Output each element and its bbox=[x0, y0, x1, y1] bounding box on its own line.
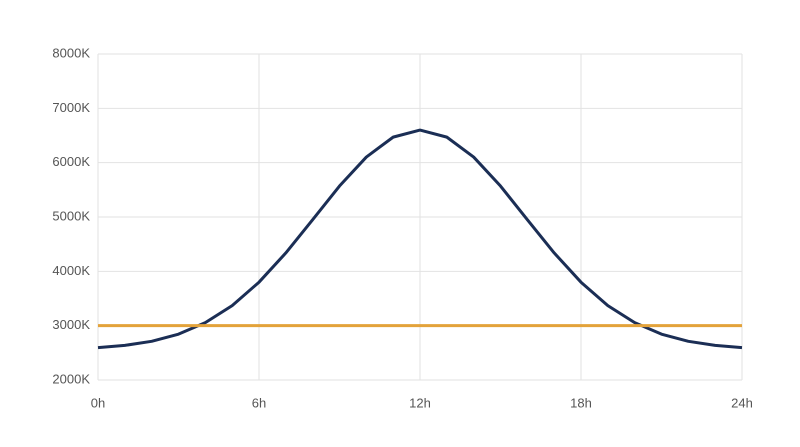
y-tick-label: 4000K bbox=[52, 263, 90, 278]
x-tick-label: 12h bbox=[409, 395, 431, 410]
y-tick-label: 5000K bbox=[52, 208, 90, 223]
line-series bbox=[97, 128, 743, 350]
y-tick-label: 2000K bbox=[52, 371, 90, 386]
y-tick-label: 6000K bbox=[52, 154, 90, 169]
x-tick-label: 24h bbox=[731, 395, 753, 410]
x-tick-label: 6h bbox=[252, 395, 266, 410]
x-tick-label: 0h bbox=[91, 395, 105, 410]
x-tick-label: 18h bbox=[570, 395, 592, 410]
y-tick-label: 8000K bbox=[52, 45, 90, 60]
y-tick-label: 3000K bbox=[52, 317, 90, 332]
y-tick-label: 7000K bbox=[52, 100, 90, 115]
